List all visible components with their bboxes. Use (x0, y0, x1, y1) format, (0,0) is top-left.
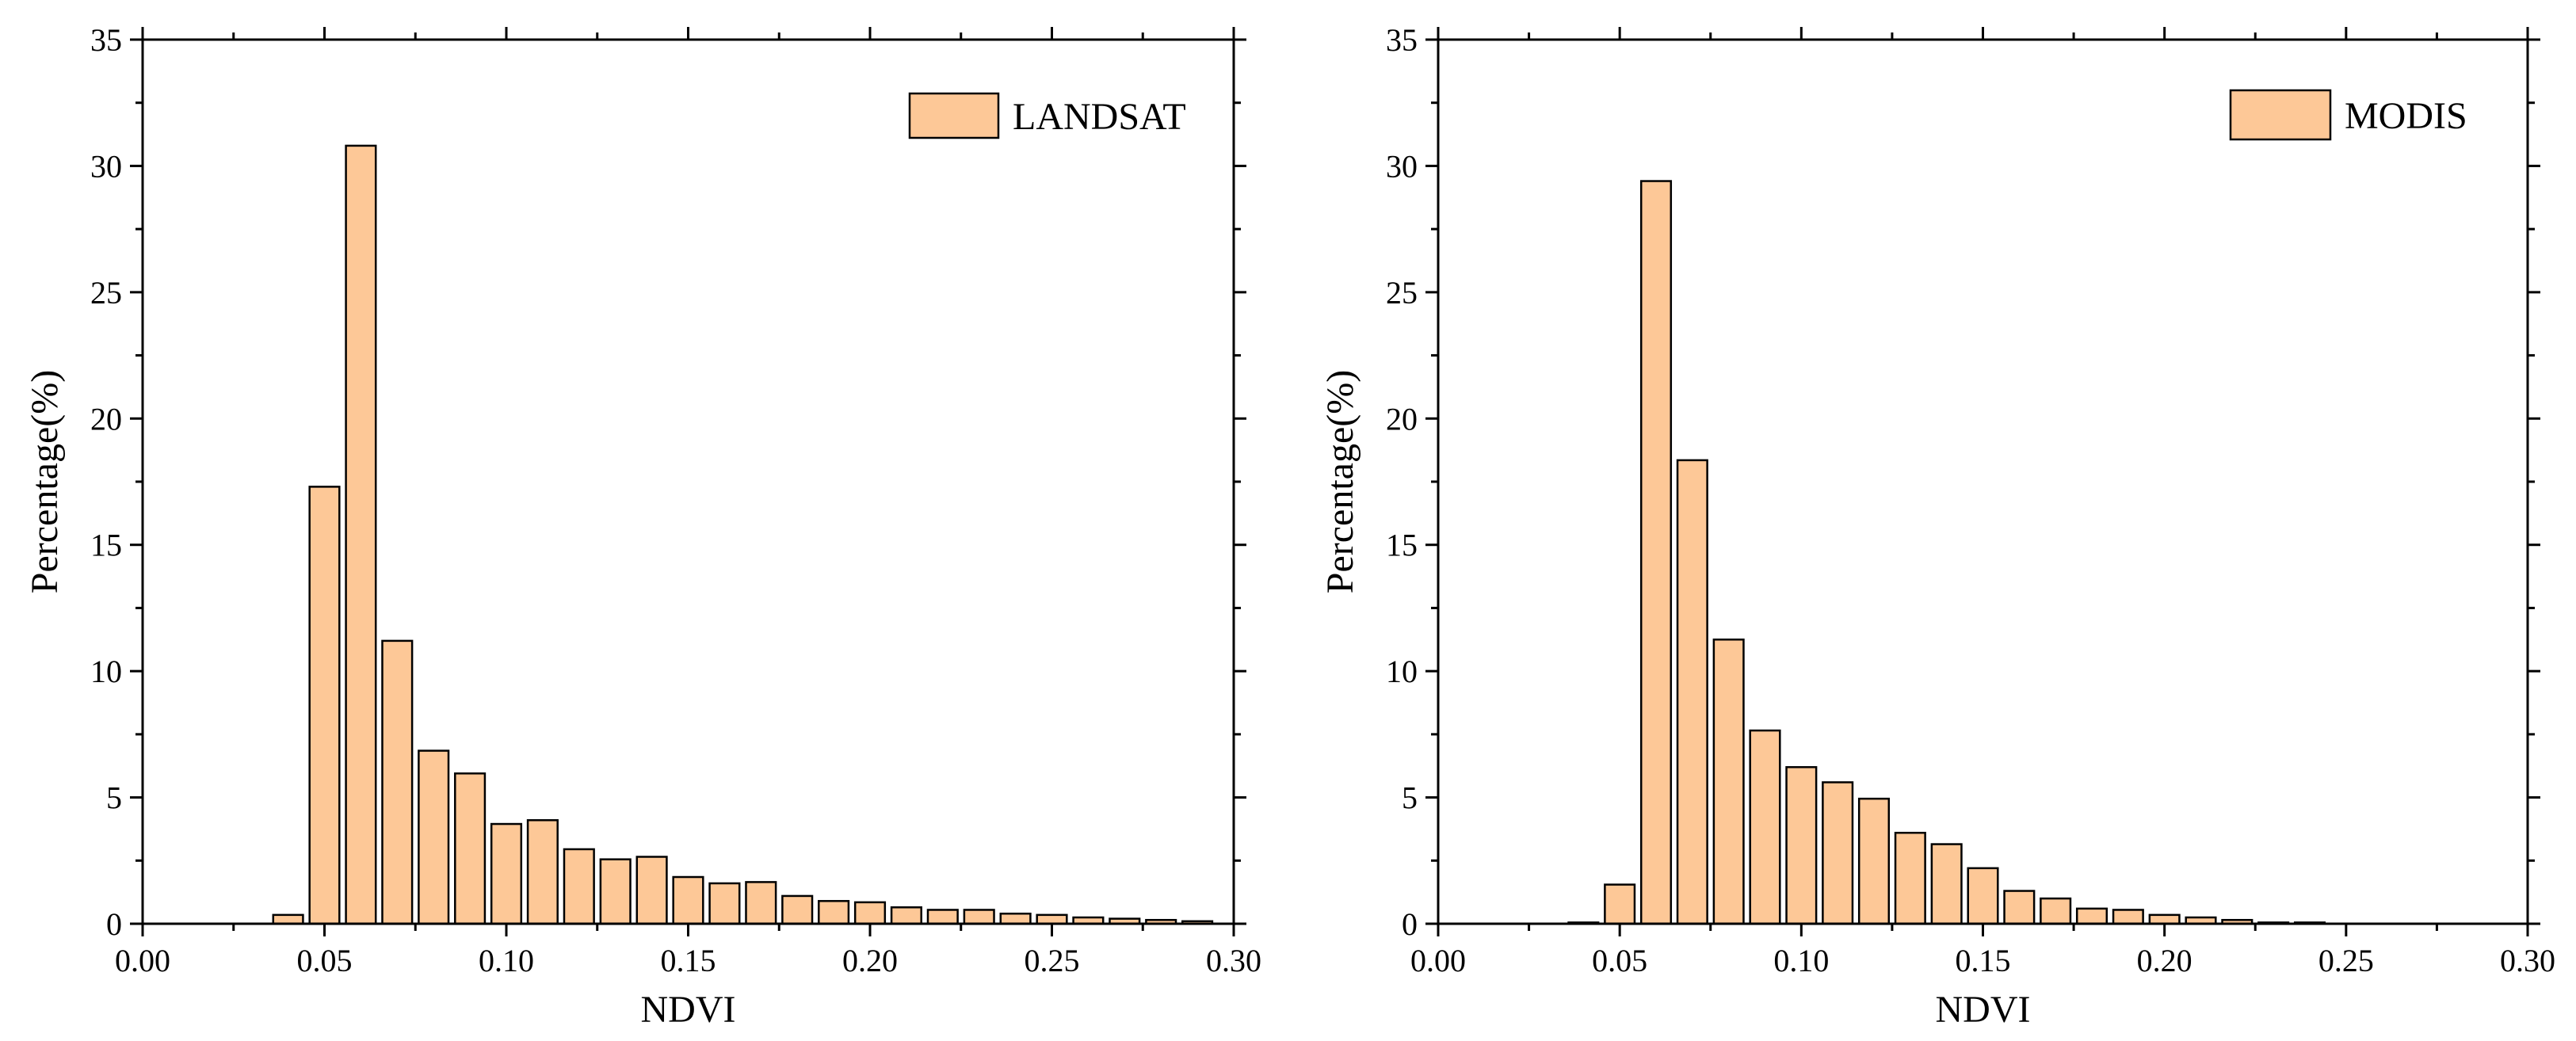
histogram-bar (708, 882, 741, 925)
histogram-bar (2040, 897, 2072, 925)
histogram-bar (926, 909, 959, 925)
x-tick-label: 0.25 (1025, 943, 1080, 978)
histogram-bar (853, 901, 887, 925)
y-tick-label: 35 (90, 22, 122, 58)
y-tick-label: 25 (1386, 275, 1418, 311)
y-tick-label: 30 (1386, 148, 1418, 184)
histogram-bar (272, 913, 304, 925)
histogram-bar (999, 912, 1032, 925)
x-tick-label: 0.05 (297, 943, 353, 978)
x-axis-title: NDVI (641, 989, 736, 1031)
histogram-bar (2148, 913, 2181, 925)
y-tick-label: 10 (90, 654, 122, 689)
y-tick-label: 25 (90, 275, 122, 311)
histogram-bar (672, 875, 704, 925)
y-tick-label: 0 (106, 906, 122, 942)
x-tick-label: 0.30 (1206, 943, 1261, 978)
x-tick-label: 0.00 (115, 943, 170, 978)
histogram-bar (308, 486, 341, 925)
y-tick-label: 20 (90, 401, 122, 437)
histogram-bar (1785, 766, 1818, 925)
y-tick-label: 5 (1402, 780, 1418, 816)
y-tick-label: 10 (1386, 654, 1418, 689)
legend-label: MODIS (2345, 95, 2467, 137)
histogram-bar (1712, 639, 1745, 925)
histogram-bar (1967, 867, 1999, 925)
legend-label: LANDSAT (1013, 96, 1186, 138)
x-axis-title: NDVI (1936, 989, 2031, 1031)
histogram-bar (381, 639, 414, 925)
histogram-bar (345, 144, 377, 925)
histogram-bar (1604, 883, 1636, 925)
histogram-bar (1639, 180, 1673, 925)
x-tick-label: 0.00 (1410, 943, 1466, 978)
x-tick-label: 0.10 (1773, 943, 1829, 978)
y-axis-title: Percentage(%) (1319, 370, 1361, 594)
y-tick-label: 30 (90, 148, 122, 184)
x-tick-label: 0.20 (842, 943, 898, 978)
histogram-bar (781, 894, 814, 925)
histogram-bar (2075, 907, 2109, 925)
y-axis-title: Percentage(%) (24, 370, 66, 594)
histogram-bar (454, 772, 487, 925)
histogram-bar (599, 858, 632, 925)
plot-frame (141, 38, 1235, 925)
histogram-bar (818, 900, 850, 925)
y-tick-label: 5 (106, 780, 122, 816)
chart-panel-1: 0 5 10 15 20 25 30 35 0.00 0.05 0.10 0.15 0.20 0.25 0.… (24, 22, 1261, 1031)
plot-frame (1437, 38, 2529, 925)
x-tick-label: 0.30 (2500, 943, 2555, 978)
histogram-bar (1857, 797, 1891, 925)
y-tick-label: 15 (1386, 528, 1418, 563)
histogram-bar (1676, 459, 1708, 925)
y-tick-label: 0 (1402, 906, 1418, 942)
y-tick-label: 20 (1386, 401, 1418, 437)
x-tick-label: 0.10 (479, 943, 534, 978)
histogram-bar (563, 848, 595, 925)
y-tick-label: 15 (90, 528, 122, 563)
histogram-bar (1930, 843, 1963, 925)
legend-swatch (908, 92, 1000, 139)
x-tick-label: 0.15 (1956, 943, 2011, 978)
histogram-bar (745, 881, 777, 925)
x-tick-label: 0.15 (661, 943, 716, 978)
histogram-bar (635, 856, 668, 925)
histogram-bar (1894, 831, 1926, 925)
histogram-bar (490, 822, 523, 925)
histogram-bar (1749, 729, 1781, 925)
histogram-bar (526, 819, 559, 925)
legend-swatch (2229, 89, 2332, 141)
histogram-bar (418, 749, 450, 925)
histogram-bar (963, 909, 995, 925)
histogram-bar (2003, 890, 2036, 925)
chart-panel-2: 0 5 10 15 20 25 30 35 0.00 0.05 0.10 0.15 0.20 0.25 0.… (1319, 22, 2555, 1031)
x-tick-label: 0.25 (2318, 943, 2374, 978)
y-tick-label: 35 (1386, 22, 1418, 58)
x-tick-label: 0.05 (1592, 943, 1647, 978)
histogram-bar (890, 906, 922, 925)
histogram-bar (1036, 913, 1068, 925)
histogram-bar (1822, 781, 1854, 925)
x-tick-label: 0.20 (2137, 943, 2192, 978)
histogram-bar (2112, 909, 2144, 925)
